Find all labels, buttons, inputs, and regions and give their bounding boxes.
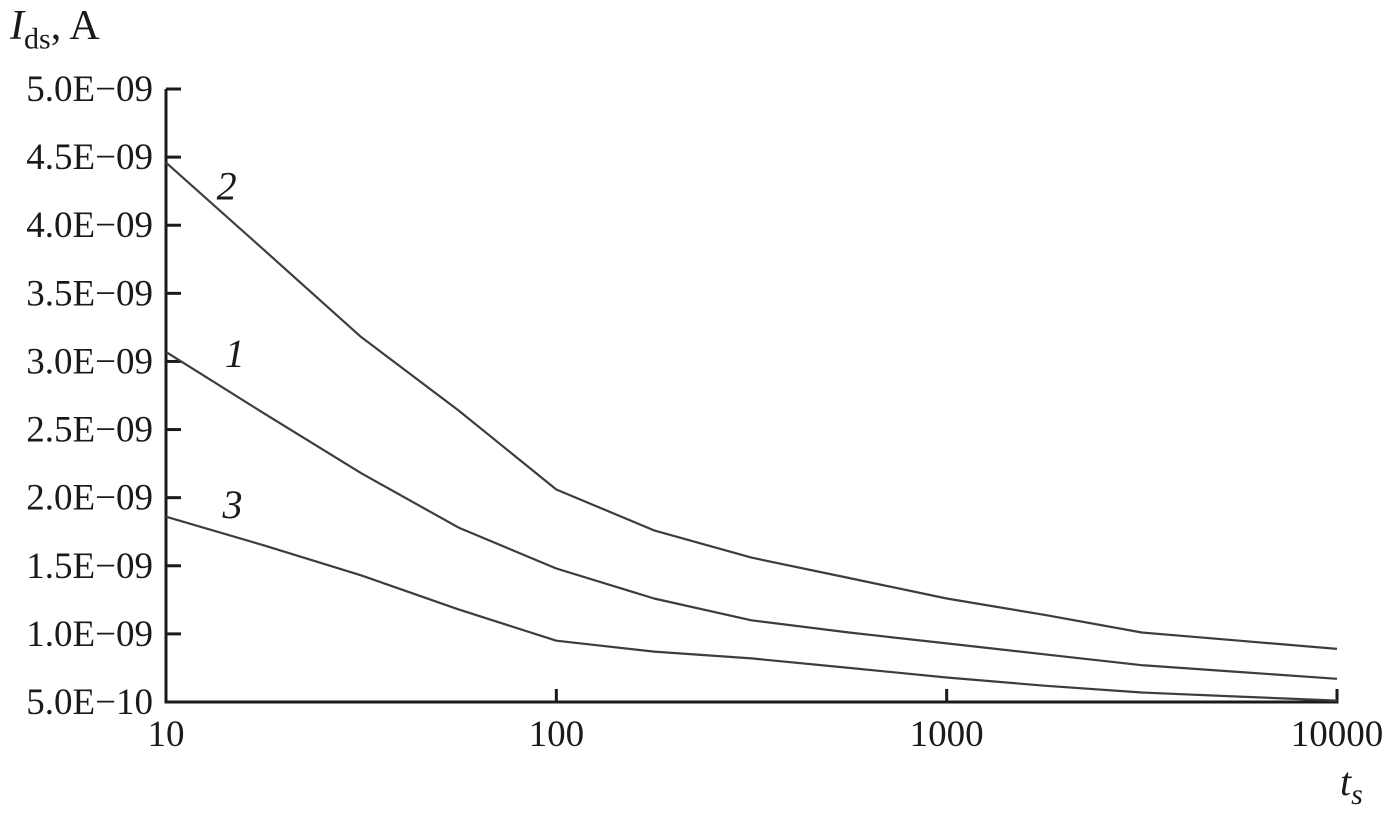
y-tick-label: 3.0E−09 xyxy=(26,341,153,382)
x-tick-label: 100 xyxy=(529,714,585,755)
series-label-2: 2 xyxy=(217,163,237,208)
x-tick-label: 10 xyxy=(148,714,185,755)
y-tick-label: 1.0E−09 xyxy=(26,614,153,655)
y-tick-label: 1.5E−09 xyxy=(26,546,153,587)
axis-spine xyxy=(164,89,1339,704)
x-tick-label: 10000 xyxy=(1291,714,1384,755)
x-axis-title-symbol: t xyxy=(1340,759,1352,804)
series-label-3: 3 xyxy=(221,482,242,527)
y-axis-title: Ids, A xyxy=(10,2,100,54)
y-tick-label: 5.0E−10 xyxy=(26,682,153,723)
series-curve-1 xyxy=(165,350,1338,680)
series-curve-2 xyxy=(165,161,1338,650)
y-tick-label: 4.5E−09 xyxy=(26,137,153,178)
y-tick-label: 3.5E−09 xyxy=(26,273,153,314)
x-tick-label: 1000 xyxy=(910,714,984,755)
y-tick-label: 2.5E−09 xyxy=(26,410,153,451)
x-axis-title-subscript: s xyxy=(1351,778,1363,811)
y-axis-title-subscript: ds xyxy=(24,22,51,56)
series-label-1: 1 xyxy=(225,331,245,376)
y-tick-label: 5.0E−09 xyxy=(26,69,153,110)
series-curve-3 xyxy=(165,515,1338,702)
y-tick-label: 2.0E−09 xyxy=(26,478,153,519)
y-axis-title-symbol: I xyxy=(10,3,24,49)
x-axis-title: ts xyxy=(1340,758,1363,810)
y-tick-label: 4.0E−09 xyxy=(26,205,153,246)
y-axis-title-unit: , A xyxy=(50,3,100,49)
